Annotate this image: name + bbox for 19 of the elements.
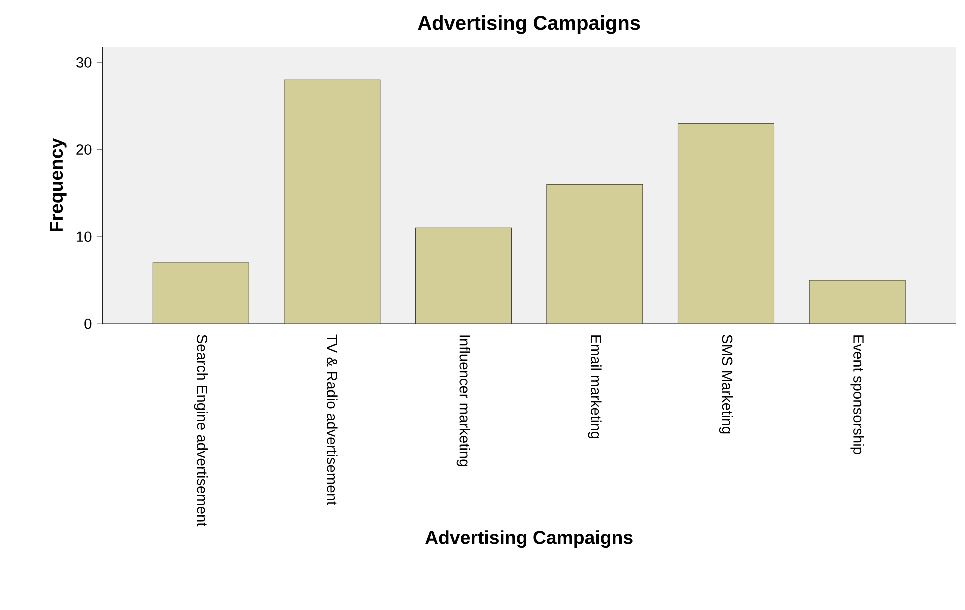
bar bbox=[678, 123, 775, 324]
x-tick-label: Influencer marketing bbox=[456, 336, 471, 466]
bar bbox=[415, 228, 512, 324]
x-tick-label: Email marketing bbox=[588, 336, 602, 439]
chart-title: Advertising Campaigns bbox=[418, 16, 640, 34]
bar bbox=[284, 80, 381, 324]
x-tick-label: Event sponsorship bbox=[850, 336, 864, 454]
y-axis-title: Frequency bbox=[50, 138, 67, 232]
x-axis-title: Advertising Campaigns bbox=[426, 530, 633, 548]
bar bbox=[152, 262, 250, 324]
y-tick-label: 10 bbox=[77, 232, 92, 242]
y-tick-label: 20 bbox=[76, 144, 92, 155]
x-tick-label: Search Engine advertisement bbox=[194, 335, 208, 527]
bar bbox=[546, 184, 644, 324]
x-tick-label: SMS Marketing bbox=[719, 335, 734, 434]
bar bbox=[809, 280, 906, 324]
y-tick-label: 30 bbox=[76, 57, 92, 68]
y-tick-label: 0 bbox=[84, 318, 92, 330]
x-tick-label: TV & Radio advertisement bbox=[327, 334, 338, 506]
